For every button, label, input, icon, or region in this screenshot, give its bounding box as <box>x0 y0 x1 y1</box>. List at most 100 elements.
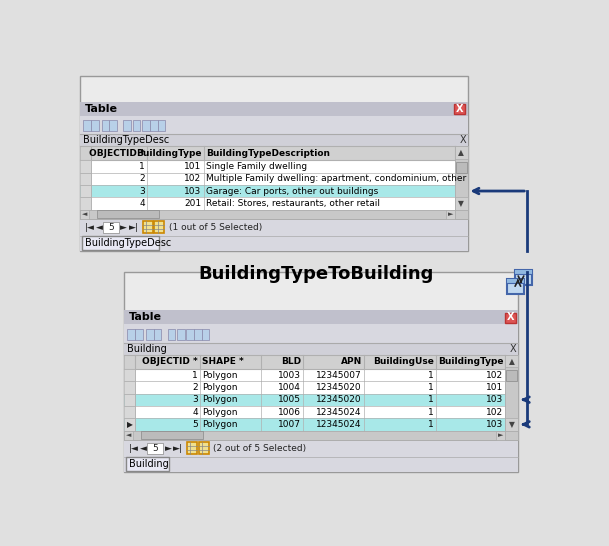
Text: ▶: ▶ <box>127 420 133 429</box>
Bar <box>506 370 517 381</box>
Text: 2: 2 <box>192 383 198 392</box>
Text: 201: 201 <box>185 199 202 208</box>
Bar <box>80 197 91 210</box>
Bar <box>83 120 91 131</box>
Text: 1: 1 <box>428 407 434 417</box>
Bar <box>80 185 91 197</box>
Text: |◄: |◄ <box>85 223 94 232</box>
Bar <box>455 210 468 219</box>
Bar <box>80 146 455 160</box>
Bar <box>80 146 91 160</box>
Bar <box>158 120 165 131</box>
Text: 12345020: 12345020 <box>316 395 362 404</box>
Bar <box>80 102 468 116</box>
Bar <box>194 329 202 340</box>
Bar <box>456 162 466 173</box>
Text: ►: ► <box>448 211 453 217</box>
Text: BuildingType: BuildingType <box>136 149 202 158</box>
Bar <box>80 236 468 251</box>
Bar <box>124 272 518 472</box>
Text: ►|: ►| <box>173 444 183 453</box>
Bar <box>124 381 135 394</box>
Bar <box>124 406 135 418</box>
Bar <box>80 146 455 210</box>
Text: X: X <box>510 344 516 354</box>
Text: 1: 1 <box>428 420 434 429</box>
Text: SHAPE *: SHAPE * <box>202 358 244 366</box>
Bar <box>124 406 505 418</box>
Text: X: X <box>460 135 466 145</box>
Text: Building: Building <box>127 344 167 354</box>
Bar <box>187 442 197 454</box>
Text: 2: 2 <box>139 174 145 183</box>
Text: 3: 3 <box>139 187 145 195</box>
Bar <box>80 173 455 185</box>
Text: ►|: ►| <box>129 223 139 232</box>
Text: 101: 101 <box>486 383 503 392</box>
Bar <box>124 430 133 440</box>
Text: ◄: ◄ <box>82 211 87 217</box>
Text: 1: 1 <box>428 371 434 379</box>
Text: Multiple Family dwelling: apartment, condominium, other: Multiple Family dwelling: apartment, con… <box>206 174 466 183</box>
Text: 101: 101 <box>184 162 202 171</box>
Bar <box>133 120 141 131</box>
Bar <box>80 116 468 134</box>
Bar <box>505 430 518 440</box>
Text: 102: 102 <box>486 407 503 417</box>
Bar <box>124 440 518 456</box>
Text: ►: ► <box>498 432 504 438</box>
Text: BuildingTypeToBuilding: BuildingTypeToBuilding <box>199 265 434 283</box>
Text: 12345007: 12345007 <box>316 371 362 379</box>
Bar <box>124 369 505 381</box>
Bar <box>82 236 159 250</box>
Text: OBJECTID *: OBJECTID * <box>90 149 145 158</box>
Text: Polygon: Polygon <box>202 407 238 417</box>
Bar <box>515 270 532 274</box>
Bar <box>124 355 505 369</box>
Text: 12345024: 12345024 <box>316 407 362 417</box>
Text: 1004: 1004 <box>278 383 301 392</box>
Bar <box>455 197 468 210</box>
Bar <box>80 219 468 236</box>
Bar <box>142 120 150 131</box>
Text: 103: 103 <box>486 395 503 404</box>
Text: X: X <box>456 104 463 114</box>
Text: ▼: ▼ <box>509 420 515 429</box>
Text: Garage: Car ports, other out buildings: Garage: Car ports, other out buildings <box>206 187 378 195</box>
Bar <box>80 185 455 197</box>
Text: 1006: 1006 <box>278 407 301 417</box>
Bar <box>515 270 532 285</box>
Text: Polygon: Polygon <box>202 371 238 379</box>
Text: ▲: ▲ <box>509 357 515 366</box>
Bar <box>124 324 518 343</box>
Text: 1003: 1003 <box>278 371 301 379</box>
Text: Table: Table <box>85 104 118 114</box>
Text: 102: 102 <box>185 174 202 183</box>
Text: |◄: |◄ <box>129 444 139 453</box>
Bar <box>124 120 131 131</box>
Bar <box>124 381 505 394</box>
Text: ►: ► <box>164 444 171 453</box>
Bar <box>124 456 518 472</box>
Text: Retail: Stores, restaurants, other retail: Retail: Stores, restaurants, other retai… <box>206 199 380 208</box>
Bar <box>505 355 518 367</box>
Text: Polygon: Polygon <box>202 383 238 392</box>
Text: ▲: ▲ <box>459 148 464 157</box>
Text: ◄: ◄ <box>126 432 132 438</box>
Bar <box>124 418 505 430</box>
Bar <box>124 355 135 369</box>
Bar <box>80 173 91 185</box>
Text: 1: 1 <box>192 371 198 379</box>
Bar <box>80 197 455 210</box>
Bar <box>455 146 468 159</box>
Bar <box>454 104 465 114</box>
Bar <box>186 329 194 340</box>
Bar <box>507 279 524 294</box>
Text: 3: 3 <box>192 395 198 404</box>
Bar <box>80 210 90 219</box>
Bar <box>455 146 468 210</box>
Text: 103: 103 <box>486 420 503 429</box>
Bar <box>80 75 468 251</box>
Bar <box>124 355 505 430</box>
Bar <box>150 120 158 131</box>
